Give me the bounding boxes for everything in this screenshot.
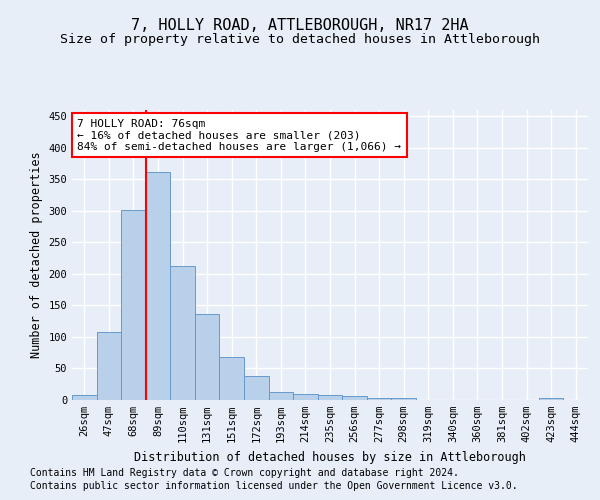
Text: Contains HM Land Registry data © Crown copyright and database right 2024.: Contains HM Land Registry data © Crown c…	[30, 468, 459, 477]
Bar	[539, 398, 563, 400]
Bar	[293, 394, 318, 400]
X-axis label: Distribution of detached houses by size in Attleborough: Distribution of detached houses by size …	[134, 450, 526, 464]
Bar	[97, 332, 121, 400]
Bar	[220, 357, 244, 400]
Bar	[72, 395, 97, 400]
Bar	[170, 266, 195, 400]
Text: 7, HOLLY ROAD, ATTLEBOROUGH, NR17 2HA: 7, HOLLY ROAD, ATTLEBOROUGH, NR17 2HA	[131, 18, 469, 32]
Bar	[195, 314, 220, 400]
Text: Size of property relative to detached houses in Attleborough: Size of property relative to detached ho…	[60, 32, 540, 46]
Y-axis label: Number of detached properties: Number of detached properties	[30, 152, 43, 358]
Bar	[318, 395, 342, 400]
Bar	[367, 398, 391, 400]
Text: 7 HOLLY ROAD: 76sqm
← 16% of detached houses are smaller (203)
84% of semi-detac: 7 HOLLY ROAD: 76sqm ← 16% of detached ho…	[77, 118, 401, 152]
Bar	[244, 376, 269, 400]
Bar	[121, 210, 146, 400]
Bar	[146, 172, 170, 400]
Bar	[391, 398, 416, 400]
Bar	[269, 392, 293, 400]
Bar	[342, 396, 367, 400]
Text: Contains public sector information licensed under the Open Government Licence v3: Contains public sector information licen…	[30, 481, 518, 491]
